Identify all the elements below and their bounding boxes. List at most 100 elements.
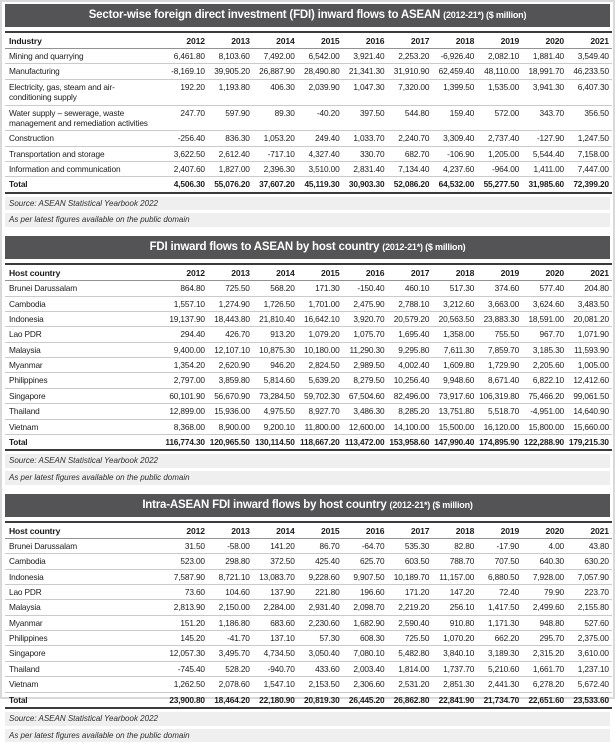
value-cell: 1,814.00 bbox=[387, 661, 433, 678]
value-cell: 9,948.60 bbox=[432, 372, 478, 389]
value-cell: 4,734.50 bbox=[252, 645, 298, 662]
year-column-header: 2012 bbox=[163, 31, 208, 50]
value-cell: 9,228.60 bbox=[297, 569, 343, 586]
footnote: As per latest figures available on the p… bbox=[5, 213, 610, 228]
year-column-header: 2020 bbox=[522, 263, 568, 282]
value-cell: 12,412.60 bbox=[567, 372, 612, 389]
value-cell: 3,483.50 bbox=[567, 296, 612, 313]
value-cell: 1,262.50 bbox=[163, 676, 208, 693]
year-column-header: 2014 bbox=[252, 263, 298, 282]
row-label: Myanmar bbox=[5, 357, 163, 374]
value-cell: 147.20 bbox=[432, 584, 478, 601]
value-cell: 31.50 bbox=[163, 538, 208, 555]
value-cell: 460.10 bbox=[387, 280, 433, 297]
first-column-header: Host country bbox=[5, 520, 163, 539]
value-cell: 13,751.80 bbox=[432, 403, 478, 420]
value-cell: 4,327.40 bbox=[297, 146, 343, 162]
value-cell: 2,931.40 bbox=[297, 599, 343, 616]
value-cell: 910.80 bbox=[432, 615, 478, 632]
value-cell: 73,917.60 bbox=[432, 388, 478, 405]
year-column-header: 2018 bbox=[432, 263, 478, 282]
value-cell: 2,797.00 bbox=[163, 372, 208, 389]
value-cell: 10,180.00 bbox=[297, 342, 343, 359]
value-cell: 1,079.20 bbox=[297, 326, 343, 343]
value-cell: 6,278.20 bbox=[522, 676, 568, 693]
value-cell: 2,499.60 bbox=[522, 599, 568, 616]
value-cell: 2,620.90 bbox=[207, 357, 253, 374]
row-label: Indonesia bbox=[5, 569, 163, 586]
total-value-cell: 4,506.30 bbox=[163, 176, 208, 194]
value-cell: 2,396.30 bbox=[252, 161, 298, 178]
value-cell: 86.70 bbox=[297, 538, 343, 555]
value-cell: -717.10 bbox=[252, 146, 298, 162]
value-cell: 99,061.50 bbox=[567, 388, 612, 405]
value-cell: 8,671.40 bbox=[477, 372, 523, 389]
value-cell: 2,150.00 bbox=[207, 599, 253, 616]
value-cell: 1,053.20 bbox=[252, 130, 298, 147]
value-cell: 3,050.40 bbox=[297, 645, 343, 662]
total-value-cell: 30,903.30 bbox=[342, 176, 388, 194]
value-cell: 3,622.50 bbox=[163, 146, 208, 162]
year-column-header: 2017 bbox=[387, 520, 433, 539]
value-cell: 1,701.00 bbox=[297, 296, 343, 313]
total-value-cell: 26,445.20 bbox=[342, 692, 388, 709]
value-cell: 192.20 bbox=[163, 79, 208, 106]
total-value-cell: 23,533.60 bbox=[567, 692, 612, 709]
total-value-cell: 130,114.50 bbox=[252, 434, 298, 452]
value-cell: 2,230.60 bbox=[297, 615, 343, 632]
total-value-cell: 55,076.20 bbox=[207, 176, 253, 194]
table-row: Manufacturing -8,169.10 39,905.20 26,887.90… bbox=[5, 63, 612, 80]
value-cell: 2,098.70 bbox=[342, 599, 388, 616]
year-column-header: 2017 bbox=[387, 31, 433, 50]
value-cell: 608.30 bbox=[342, 630, 388, 647]
value-cell: 2,284.00 bbox=[252, 599, 298, 616]
table-row: Transportation and storage 3,622.50 2,612.… bbox=[5, 146, 612, 162]
value-cell: 15,800.00 bbox=[522, 419, 568, 435]
year-column-header: 2021 bbox=[567, 31, 612, 50]
value-cell: 14,640.90 bbox=[567, 403, 612, 420]
total-row: Total 116,774.30 120,965.50 130,114.50 118,6… bbox=[5, 434, 612, 452]
value-cell: 15,936.00 bbox=[207, 403, 253, 420]
value-cell: 3,920.70 bbox=[342, 311, 388, 328]
value-cell: 4,975.50 bbox=[252, 403, 298, 420]
table-row: Thailand 12,899.00 15,936.00 4,975.50 8,927.… bbox=[5, 403, 612, 420]
value-cell: 18,443.80 bbox=[207, 311, 253, 328]
value-cell: 8,285.20 bbox=[387, 403, 433, 420]
table-title-intra-asean-fdi: Intra-ASEAN FDI inward flows by host cou… bbox=[5, 493, 610, 517]
value-cell: 26,887.90 bbox=[252, 63, 298, 80]
value-cell: 523.00 bbox=[163, 553, 208, 570]
value-cell: 4.00 bbox=[522, 538, 568, 555]
value-cell: 2,003.40 bbox=[342, 661, 388, 678]
year-column-header: 2017 bbox=[387, 263, 433, 282]
value-cell: -8,169.10 bbox=[163, 63, 208, 80]
value-cell: 171.30 bbox=[297, 280, 343, 297]
value-cell: 141.20 bbox=[252, 538, 298, 555]
value-cell: 2,205.60 bbox=[522, 357, 568, 374]
value-cell: 2,831.40 bbox=[342, 161, 388, 178]
total-value-cell: 55,277.50 bbox=[477, 176, 523, 194]
value-cell: 6,822.10 bbox=[522, 372, 568, 389]
value-cell: 1,661.70 bbox=[522, 661, 568, 678]
value-cell: 10,256.40 bbox=[387, 372, 433, 389]
value-cell: 46,233.50 bbox=[567, 63, 612, 80]
value-cell: 11,157.00 bbox=[432, 569, 478, 586]
value-cell: 159.40 bbox=[432, 105, 478, 132]
value-cell: 5,672.40 bbox=[567, 676, 612, 693]
value-cell: 137.90 bbox=[252, 584, 298, 601]
total-value-cell: 116,774.30 bbox=[163, 434, 208, 452]
row-label: Vietnam bbox=[5, 419, 163, 435]
value-cell: 72.40 bbox=[477, 584, 523, 601]
value-cell: 60,101.90 bbox=[163, 388, 208, 405]
total-value-cell: 52,086.20 bbox=[387, 176, 433, 194]
total-value-cell: 21,734.70 bbox=[477, 692, 523, 709]
value-cell: 12,899.00 bbox=[163, 403, 208, 420]
value-cell: 19,137.90 bbox=[163, 311, 208, 328]
row-label: Vietnam bbox=[5, 676, 163, 693]
sector-fdi-table: Industry 2012 2013 2014 2015 2016 2017 2018 2019… bbox=[5, 31, 612, 194]
value-cell: 3,610.00 bbox=[567, 645, 612, 662]
value-cell: 73,284.50 bbox=[252, 388, 298, 405]
value-cell: 43.80 bbox=[567, 538, 612, 555]
row-label: Philippines bbox=[5, 630, 163, 647]
table-body: Brunei Darussalam 31.50 -58.00 141.20 86.70-… bbox=[5, 538, 612, 709]
total-value-cell: 45,119.30 bbox=[297, 176, 343, 194]
